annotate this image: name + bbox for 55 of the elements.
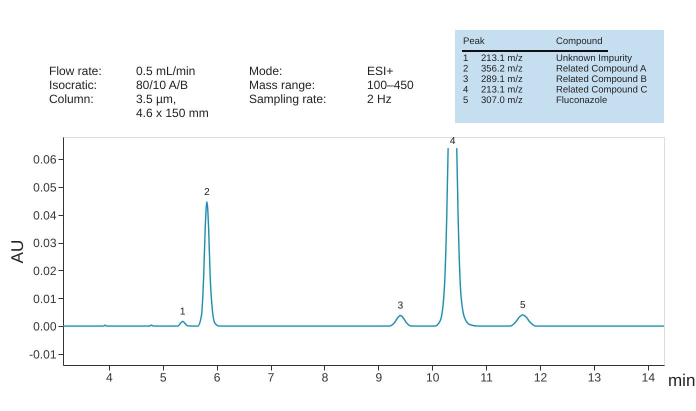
y-tick-label: 0.02 [33,264,57,278]
text: 356.2 m/z [481,64,523,74]
text: 289.1 m/z [481,74,523,85]
text: Mass range: [249,78,316,92]
x-tick-label: 9 [375,370,382,384]
y-tick-label: -0.01 [29,347,57,362]
text: Related Compound C [556,84,648,96]
x-tick-label: 12 [534,370,548,384]
text: 5 [463,95,468,106]
y-axis-title: AU [8,240,28,264]
text: Mode: [249,64,282,78]
text: Related Compound B [556,74,647,85]
x-axis-title: min [668,371,696,390]
annotation: 2 [204,186,210,198]
y-tick-label: 0.04 [33,208,57,222]
annotation: 3 [398,300,404,312]
text: Related Compound A [556,64,647,74]
text: 2 [463,64,468,74]
y-tick-label: 0.00 [33,320,57,334]
annotation: 4 [450,136,456,147]
text: Peak [463,36,485,47]
text: 213.1 m/z [481,53,523,64]
x-tick-label: 6 [214,370,221,384]
x-tick-label: 11 [480,370,494,384]
text: 3 [463,74,468,85]
text: 4 [463,84,468,96]
text: 2 Hz [367,92,392,106]
text: Flow rate: [49,64,102,78]
text: 307.0 m/z [481,95,523,106]
text: Column: [49,92,94,106]
text: 213.1 m/z [481,84,523,96]
text: Compound [556,36,602,47]
y-tick-label: 0.05 [33,180,57,195]
text: 3.5 µm, 4.6 x 150 mm [136,92,209,120]
y-tick-label: 0.03 [33,236,57,250]
x-tick-label: 10 [426,370,440,384]
text: Isocratic: [49,78,98,92]
annotation: 1 [180,306,186,318]
x-tick-label: 7 [268,370,275,384]
x-tick-label: 5 [160,370,167,384]
text: 100–450 [367,78,414,92]
text: 1 [463,53,468,64]
text: 80/10 A/B [136,78,188,92]
annotation: 5 [520,300,526,311]
text: Unknown Impurity [556,53,632,64]
text: ESI+ [367,64,394,78]
x-tick-label: 4 [106,370,113,384]
y-tick-label: 0.06 [33,152,57,167]
x-tick-label: 14 [642,370,656,384]
text: Fluconazole [556,95,608,106]
x-tick-label: 13 [588,370,602,384]
text: Sampling rate: [249,92,326,106]
x-tick-label: 8 [322,370,329,384]
text: 0.5 mL/min [136,64,196,78]
y-tick-label: 0.01 [33,292,57,306]
